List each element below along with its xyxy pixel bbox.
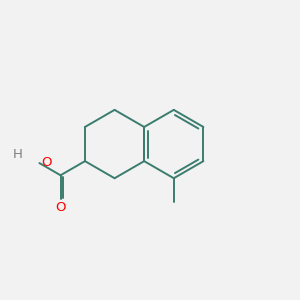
- Text: H: H: [13, 148, 23, 161]
- Text: O: O: [55, 200, 66, 214]
- Text: O: O: [41, 156, 51, 169]
